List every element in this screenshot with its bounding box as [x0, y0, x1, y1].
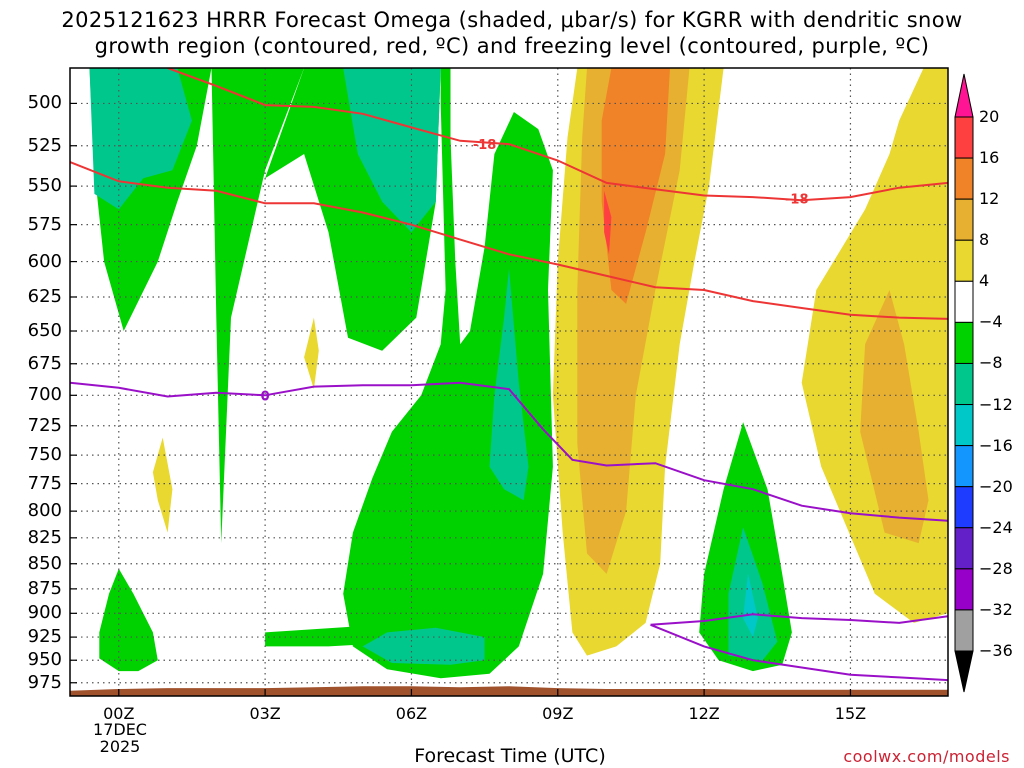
- omega-region-15: [304, 317, 319, 390]
- colorbar-top-arrow: [954, 73, 974, 118]
- y-tick-label-650: 650: [27, 320, 62, 341]
- omega-region-9: [362, 627, 485, 665]
- colorbar-label-11: −28: [979, 558, 1013, 578]
- y-tick-label-875: 875: [27, 577, 62, 599]
- omega-region-14: [152, 437, 173, 533]
- omega-region-17: [860, 290, 929, 544]
- colorbar-segment-5: [954, 321, 974, 364]
- y-tick-label-550: 550: [27, 175, 62, 197]
- x-tick-label-15Z: 15Z: [834, 704, 867, 723]
- omega-region-10: [728, 527, 778, 661]
- colorbar-segment-9: [954, 486, 974, 529]
- purple-contour-1: [650, 613, 948, 626]
- colorbar-segment-6: [954, 362, 974, 406]
- y-tick-label-750: 750: [27, 444, 62, 466]
- colorbar-label-13: −36: [979, 641, 1013, 660]
- colorbar-segment-11: [954, 568, 974, 611]
- y-tick-label-575: 575: [27, 213, 62, 235]
- colorbar-segment-7: [954, 404, 974, 447]
- purple-contour-0: [70, 381, 948, 522]
- y-tick-label-950: 950: [27, 649, 62, 671]
- red-contour-label-text-0: -18: [473, 138, 497, 153]
- x-axis-title: Forecast Time (UTC): [414, 745, 606, 767]
- y-tick-label-850: 850: [27, 552, 62, 574]
- y-tick-label-500: 500: [27, 92, 62, 114]
- colorbar-label-12: −32: [979, 599, 1013, 619]
- plot-frame: [69, 67, 949, 697]
- colorbar-label-4: 4: [979, 271, 990, 291]
- y-tick-label-700: 700: [27, 384, 62, 406]
- purple-contour-2: [650, 623, 948, 682]
- plot-area: -18 -18 0: [70, 68, 948, 696]
- date-label-day: 17DEC: [93, 720, 147, 739]
- colorbar-segment-10: [954, 527, 974, 570]
- red-contour-label-1: -18: [785, 193, 809, 208]
- x-tick-label-06Z: 06Z: [395, 704, 428, 723]
- y-tick-label-525: 525: [27, 134, 62, 156]
- colorbar-label-6: −8: [979, 353, 1003, 373]
- red-contour-0: [70, 161, 948, 320]
- x-tick-label-09Z: 09Z: [542, 704, 574, 723]
- omega-region-7: [343, 68, 441, 233]
- y-tick-label-625: 625: [27, 285, 62, 307]
- source-credit[interactable]: coolwx.com/models: [843, 747, 1010, 766]
- y-tick-label-725: 725: [27, 414, 62, 436]
- colorbar-segment-0: [954, 116, 974, 159]
- red-contour-1: [167, 68, 948, 202]
- omega-region-11: [743, 573, 758, 638]
- omega-region-0: [89, 68, 553, 679]
- colorbar-label-2: 12: [979, 189, 1000, 209]
- colorbar-segment-3: [954, 239, 974, 282]
- colorbar-segment-1: [954, 157, 974, 200]
- y-tick-label-600: 600: [27, 250, 62, 272]
- colorbar-label-7: −12: [979, 394, 1013, 414]
- chart-title-line-2: growth region (contoured, red, ºC) and f…: [94, 34, 930, 58]
- y-tick-label-825: 825: [27, 526, 62, 548]
- y-tick-label-925: 925: [27, 626, 62, 648]
- colorbar-label-0: 20: [979, 107, 1000, 126]
- colorbar-label-8: −16: [979, 435, 1013, 455]
- red-contour-label-0: -18: [473, 138, 497, 153]
- x-tick-label-12Z: 12Z: [688, 704, 720, 723]
- colorbar-label-10: −24: [979, 517, 1013, 537]
- y-tick-label-675: 675: [27, 352, 62, 374]
- y-tick-label-900: 900: [27, 602, 62, 624]
- x-tick-label-03Z: 03Z: [249, 704, 281, 723]
- date-label-year: 2025: [99, 737, 141, 756]
- red-contour-label-text-1: -18: [785, 193, 809, 208]
- colorbar-segment-2: [954, 198, 974, 241]
- x-tick-label-00Z: 00Z: [103, 704, 135, 723]
- chart-title-line-1: 2025121623 HRRR Forecast Omega (shaded, …: [61, 8, 963, 32]
- colorbar-label-5: −4: [979, 312, 1003, 332]
- colorbar-bottom-arrow: [954, 650, 974, 693]
- colorbar-segment-8: [954, 445, 974, 488]
- colorbar-label-1: 16: [979, 148, 1000, 168]
- colorbar-segment-4: [954, 280, 974, 323]
- y-tick-label-975: 975: [27, 671, 62, 693]
- colorbar-label-3: 8: [979, 230, 990, 250]
- terrain-surface: [70, 686, 948, 696]
- omega-region-19: [604, 190, 612, 255]
- colorbar: [954, 73, 974, 693]
- purple-contour-label-0: 0: [261, 389, 270, 404]
- y-tick-label-775: 775: [27, 472, 62, 494]
- colorbar-segment-12: [954, 609, 974, 652]
- omega-region-3: [99, 568, 158, 672]
- colorbar-label-9: −20: [979, 476, 1013, 496]
- omega-region-8: [489, 268, 529, 501]
- y-tick-label-800: 800: [27, 500, 62, 522]
